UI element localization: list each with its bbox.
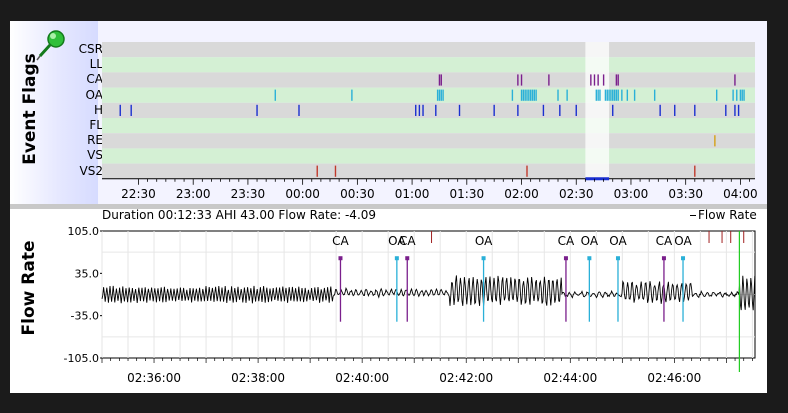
flow-rate-info: Duration 00:12:33 AHI 43.00 Flow Rate: -… (102, 208, 377, 222)
flow-event-marker (563, 256, 568, 261)
graph-window: Event Flags CSR LL CA OA H FL RE VS VS2 22:30 23:… (10, 21, 767, 393)
flag-label-re: RE (87, 133, 103, 148)
flow-event-marker (661, 256, 666, 261)
flow-event-label: CA (332, 234, 349, 248)
flow-x-tick-label: 02:44:00 (543, 371, 597, 385)
flag-label-ca: CA (86, 72, 103, 87)
flow-x-tick-label: 02:40:00 (335, 371, 389, 385)
flags-x-tick-label: 02:30 (559, 187, 594, 201)
flags-x-tick-label: 01:30 (450, 187, 485, 201)
event-flags-sidebar (10, 21, 98, 204)
flag-label-h: H (93, 102, 103, 117)
flow-rate-series (101, 275, 756, 311)
flags-x-tick-label: 00:30 (340, 187, 375, 201)
flow-event-marker (587, 256, 592, 261)
flow-event-label: CA (656, 234, 673, 248)
flow-y-tick-label: 105.0 (68, 225, 100, 238)
flags-x-tick-label: 03:00 (614, 187, 649, 201)
flow-x-tick-label: 02:36:00 (127, 371, 181, 385)
flags-x-tick-label: 23:00 (176, 187, 211, 201)
flag-row-ll (102, 57, 755, 73)
legend-label: Flow Rate (698, 208, 757, 222)
flag-label-vs: VS (87, 148, 103, 163)
flag-row-ca (102, 72, 755, 88)
flow-rate-chart[interactable]: 105.0 35.0 -35.0 -105.0 02:36:00 02:38:00 02:4… (10, 209, 767, 393)
flow-event-marker (615, 256, 620, 261)
flags-x-tick-label: 00:00 (285, 187, 320, 201)
flow-event-label: CA (558, 234, 575, 248)
flag-label-vs2: VS2 (79, 163, 103, 178)
event-flags-chart[interactable]: 22:30 23:00 23:30 00:00 00:30 01:00 01:30 02:00… (10, 21, 767, 204)
flow-event-label: CA (399, 234, 416, 248)
flow-rate-legend: Flow Rate (690, 208, 757, 222)
flags-x-tick-label: 04:00 (723, 187, 758, 201)
flags-x-tick-label: 01:00 (395, 187, 430, 201)
panel-splitter[interactable] (10, 204, 767, 209)
flag-label-csr: CSR (78, 42, 103, 56)
flow-x-tick-label: 02:38:00 (231, 371, 285, 385)
flow-rate-panel: Flow Rate 105.0 35.0 -35.0 -105.0 02:36:00 02… (10, 208, 767, 393)
flow-event-marker (394, 256, 399, 261)
flow-y-tick-label: -105.0 (64, 352, 99, 365)
flag-label-ll: LL (89, 57, 103, 72)
flag-label-fl: FL (89, 118, 103, 132)
flags-x-tick-label: 22:30 (121, 187, 156, 201)
flow-event-label: OA (475, 234, 493, 248)
flag-row-h (102, 102, 755, 118)
flags-x-tick-label: 02:00 (504, 187, 539, 201)
flag-row-re (102, 133, 755, 149)
selection-window[interactable] (585, 42, 610, 179)
event-flags-panel: Event Flags CSR LL CA OA H FL RE VS VS2 22:30 23:… (10, 21, 767, 204)
flag-label-oa: OA (85, 87, 103, 102)
flow-y-tick-label: 35.0 (75, 267, 100, 280)
pin-icon[interactable] (36, 28, 70, 62)
flow-event-marker (681, 256, 686, 261)
flag-row-vs (102, 148, 755, 164)
flow-x-tick-label: 02:46:00 (647, 371, 701, 385)
flags-x-tick-label: 23:30 (231, 187, 266, 201)
flag-row-oa (102, 87, 755, 103)
flow-y-tick-label: -35.0 (71, 310, 99, 323)
flag-row-fl (102, 118, 755, 134)
flags-x-tick-label: 03:30 (668, 187, 703, 201)
flag-row-csr (102, 42, 755, 58)
flow-event-label: OA (581, 234, 599, 248)
flow-x-tick-label: 02:42:00 (439, 371, 493, 385)
legend-line-icon (690, 215, 696, 216)
flow-event-label: OA (674, 234, 692, 248)
flow-event-label: OA (388, 234, 406, 248)
flow-event-marker (481, 256, 486, 261)
flow-event-marker (338, 256, 343, 261)
flag-row-vs2 (102, 163, 755, 179)
flow-event-label: OA (609, 234, 627, 248)
flow-event-marker (405, 256, 410, 261)
